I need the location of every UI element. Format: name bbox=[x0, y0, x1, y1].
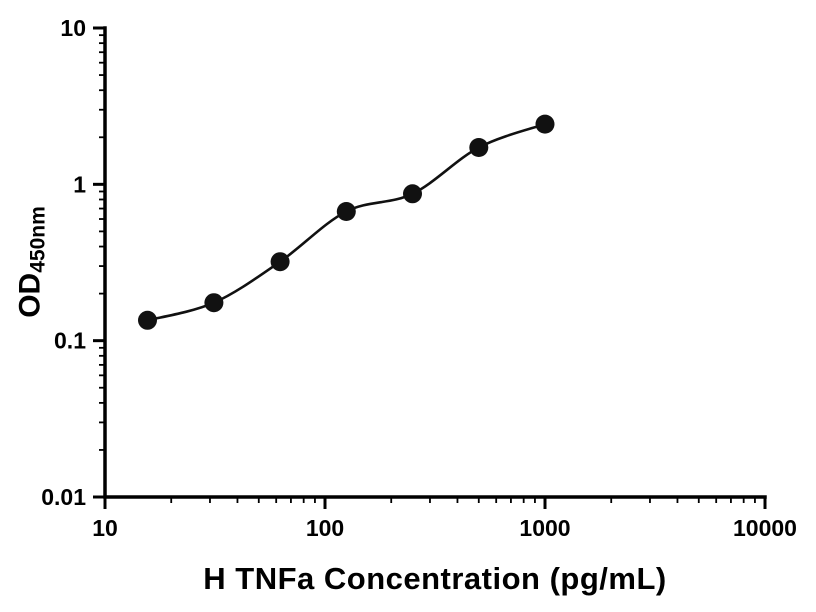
data-point bbox=[336, 202, 356, 221]
data-point bbox=[469, 138, 489, 157]
data-point bbox=[270, 252, 290, 272]
y-axis-title: OD450nm bbox=[14, 206, 51, 318]
x-tick-label: 10000 bbox=[733, 515, 797, 541]
x-tick-label: 10 bbox=[92, 515, 118, 541]
x-tick-label: 100 bbox=[306, 515, 344, 541]
y-axis-title-sub: 450nm bbox=[26, 206, 50, 273]
axes bbox=[103, 26, 767, 499]
data-point bbox=[204, 293, 224, 313]
y-tick-label: 10 bbox=[60, 15, 86, 41]
y-tick-label: 1 bbox=[73, 171, 86, 197]
data-point bbox=[403, 184, 422, 204]
x-axis-title-text: H TNFa Concentration (pg/mL) bbox=[203, 561, 667, 596]
data-point bbox=[138, 310, 157, 330]
y-tick-label: 0.01 bbox=[41, 484, 86, 510]
y-axis-title-main: OD bbox=[13, 272, 47, 318]
y-tick-label: 0.1 bbox=[54, 328, 86, 354]
x-axis-title: H TNFa Concentration (pg/mL) bbox=[203, 561, 666, 597]
data-point bbox=[535, 114, 555, 134]
x-tick-label: 1000 bbox=[519, 515, 570, 541]
